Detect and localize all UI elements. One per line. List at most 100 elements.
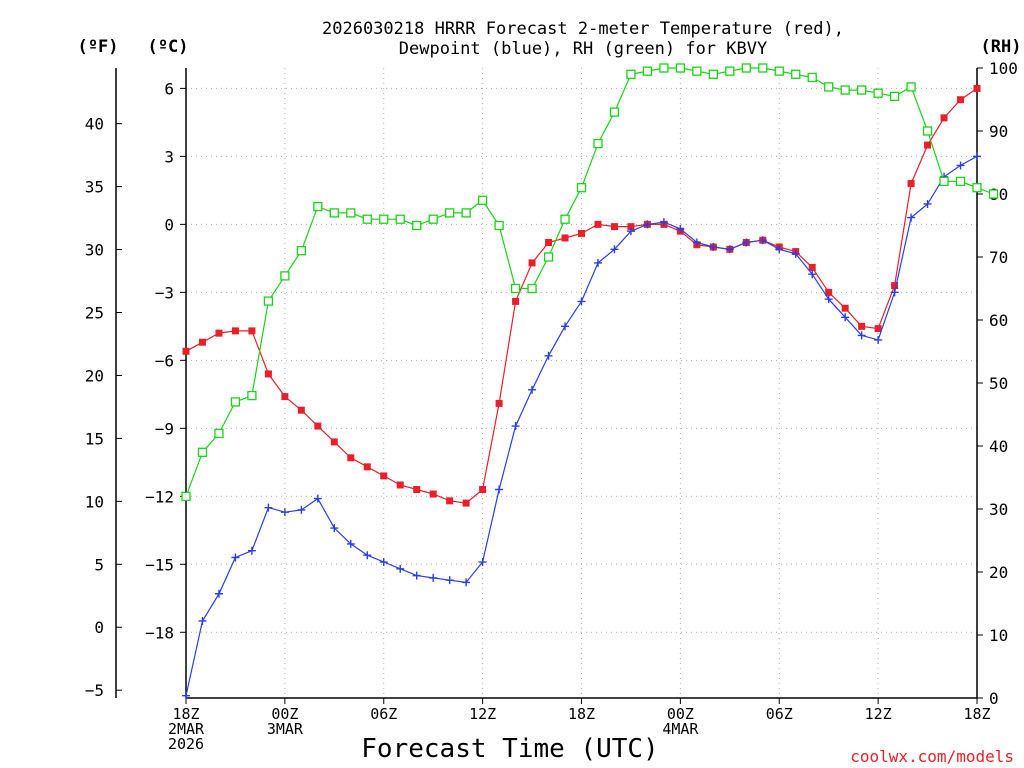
dewpoint-point — [462, 578, 471, 587]
x-tick-label: 3MAR — [267, 720, 304, 738]
dewpoint-point — [445, 576, 454, 585]
rh-point — [445, 208, 455, 218]
rh-point — [280, 271, 290, 281]
fahrenheit-tick-label: 25 — [85, 303, 104, 322]
temperature-point — [380, 472, 388, 480]
dewpoint-point — [330, 524, 339, 533]
rh-point — [659, 63, 669, 73]
dewpoint-point — [791, 249, 800, 258]
temperature-point — [495, 399, 503, 407]
rh-point — [510, 283, 521, 294]
fahrenheit-tick-label: 15 — [85, 429, 104, 448]
fahrenheit-tick-label: −5 — [85, 681, 104, 700]
celsius-tick-label: −9 — [155, 419, 174, 438]
fahrenheit-tick-label: 20 — [85, 366, 104, 385]
dewpoint-point — [214, 589, 223, 598]
x-tick-label: 18Z — [172, 705, 199, 723]
rh-point — [708, 69, 718, 79]
dewpoint-point — [956, 161, 965, 170]
temperature-point — [512, 297, 520, 305]
temperature-point — [594, 220, 602, 228]
dewpoint-point — [890, 288, 899, 297]
x-tick-label: 4MAR — [662, 720, 699, 738]
dewpoint-point — [709, 243, 718, 252]
rh-point — [824, 82, 834, 92]
dewpoint-point — [511, 422, 520, 431]
dewpoint-point — [346, 539, 355, 548]
dewpoint-point — [363, 551, 372, 560]
rh-tick-label: 20 — [989, 563, 1008, 582]
dewpoint-point — [495, 485, 504, 494]
rh-point — [725, 66, 735, 76]
temperature-point — [627, 223, 635, 231]
dewpoint-point — [676, 224, 685, 233]
credit-label: coolwx.com/models — [850, 747, 1014, 766]
rh-unit-label: (RH) — [981, 37, 1022, 57]
rh-point — [346, 208, 356, 218]
rh-point — [395, 214, 405, 224]
dewpoint-point — [626, 227, 635, 236]
grid — [186, 68, 977, 698]
fahrenheit-tick-label: 30 — [85, 241, 104, 260]
temperature-point — [198, 338, 206, 346]
rh-point — [741, 63, 751, 73]
rh-tick-label: 90 — [989, 122, 1008, 141]
celsius-tick-label: −15 — [145, 555, 174, 574]
temperature-point — [973, 84, 981, 92]
dewpoint-point — [973, 152, 981, 161]
fahrenheit-tick-label: 5 — [94, 555, 104, 574]
x-tick-label: 18Z — [568, 705, 595, 723]
rh-point — [807, 72, 817, 83]
dewpoint-point — [841, 313, 850, 322]
temperature-point — [858, 322, 866, 330]
temperature-line — [185, 87, 978, 504]
rh-point — [576, 183, 587, 193]
dewpoint-point — [643, 220, 652, 229]
dewpoint-point — [528, 385, 537, 394]
dewpoint-point — [264, 503, 273, 512]
dewpoint-point — [907, 213, 916, 222]
temperature-point — [957, 96, 965, 104]
dewpoint-point — [297, 505, 306, 514]
temperature-point — [281, 393, 289, 401]
rh-point — [181, 491, 191, 502]
rh-point — [626, 69, 636, 79]
rh-point — [988, 189, 999, 199]
temperature-point — [561, 234, 569, 242]
rh-point — [527, 283, 537, 294]
rh-point — [906, 82, 916, 92]
rh-point — [494, 220, 504, 231]
rh-series — [181, 63, 999, 502]
rh-point — [593, 138, 603, 149]
rh-tick-label: 40 — [989, 437, 1008, 456]
rh-point — [247, 390, 257, 401]
temperature-point — [479, 486, 487, 494]
dewpoint-point — [610, 245, 619, 254]
celsius-tick-label: −18 — [145, 623, 174, 642]
celsius-tick-label: −3 — [155, 283, 174, 302]
rh-point — [230, 397, 241, 407]
temperature-point — [924, 141, 932, 149]
rh-point — [379, 214, 389, 224]
rh-point — [197, 447, 208, 457]
rh-point — [329, 208, 339, 218]
rh-point — [214, 428, 224, 439]
rh-point — [692, 66, 702, 76]
dewpoint-point — [725, 245, 734, 254]
rh-tick-label: 60 — [989, 311, 1008, 330]
rh-point — [428, 214, 438, 224]
dewpoint-point — [379, 558, 388, 567]
temperature-point — [215, 329, 223, 337]
temperature-point — [808, 263, 816, 271]
dewpoint-point — [857, 331, 866, 340]
dewpoint-point — [659, 218, 668, 227]
x-tick-label: 06Z — [370, 705, 397, 723]
rh-point — [856, 85, 867, 95]
temperature-point — [396, 481, 404, 489]
rh-point — [313, 201, 323, 212]
x-tick-label: 2026 — [168, 735, 204, 753]
rh-point — [477, 195, 488, 205]
rh-point — [296, 246, 307, 256]
x-tick-label: 12Z — [469, 705, 496, 723]
